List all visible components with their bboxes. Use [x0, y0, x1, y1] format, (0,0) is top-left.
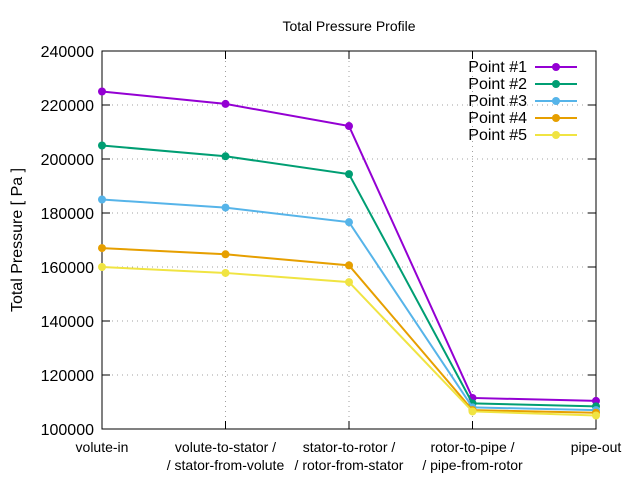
y-tick-label: 140000 [41, 314, 94, 331]
data-point [221, 203, 230, 212]
legend-marker [552, 114, 560, 122]
data-point [98, 244, 106, 253]
x-tick-label: pipe-out [571, 439, 622, 455]
data-point [345, 170, 353, 179]
y-tick-label: 100000 [41, 422, 94, 439]
y-tick-label: 200000 [41, 152, 94, 169]
y-tick-label: 180000 [41, 206, 94, 223]
data-point [592, 411, 600, 420]
legend-marker [552, 97, 560, 105]
chart-title: Total Pressure Profile [282, 18, 415, 34]
x-tick-label-line2: / stator-from-volute [167, 457, 285, 473]
plot-border [101, 50, 597, 430]
data-point [221, 99, 230, 108]
y-tick-label: 160000 [41, 260, 94, 277]
data-point [221, 152, 230, 161]
y-tick-label: 220000 [41, 98, 94, 115]
x-tick-label: rotor-to-pipe / [430, 439, 514, 455]
data-point [98, 87, 106, 96]
legend-label: Point #1 [468, 59, 527, 76]
data-point [98, 195, 106, 204]
series-line [101, 144, 597, 408]
legend-marker [552, 131, 560, 139]
y-tick-label: 120000 [41, 368, 94, 385]
legend-marker [552, 63, 560, 71]
series-5 [98, 263, 600, 420]
grid [102, 51, 596, 429]
legend-label: Point #3 [468, 93, 527, 110]
data-point [98, 141, 106, 150]
y-tick-label: 240000 [41, 44, 94, 61]
data-point [345, 278, 353, 287]
series-line [101, 247, 597, 414]
x-tick-label-line2: / pipe-from-rotor [422, 457, 523, 473]
data-point [221, 268, 230, 277]
x-tick-label: volute-in [76, 439, 129, 455]
series-group [98, 87, 600, 420]
data-point [345, 122, 353, 131]
data-point [468, 407, 477, 416]
legend-label: Point #4 [468, 110, 527, 127]
legend-marker [552, 80, 560, 88]
data-point [345, 218, 353, 227]
data-point [98, 263, 106, 271]
x-axis: volute-in volute-to-stator / / stator-from… [76, 51, 622, 473]
x-tick-label: stator-to-rotor / [303, 439, 396, 455]
data-point [221, 250, 230, 259]
y-axis: 100000 120000 140000 160000 180000 200000 2200… [41, 44, 596, 439]
legend-label: Point #5 [468, 127, 527, 144]
x-tick-label-line2: / rotor-from-stator [295, 457, 404, 473]
x-tick-label: volute-to-stator / [175, 439, 276, 455]
data-point [345, 261, 353, 270]
legend-label: Point #2 [468, 76, 527, 93]
y-axis-label: Total Pressure [ Pa ] [9, 168, 26, 312]
